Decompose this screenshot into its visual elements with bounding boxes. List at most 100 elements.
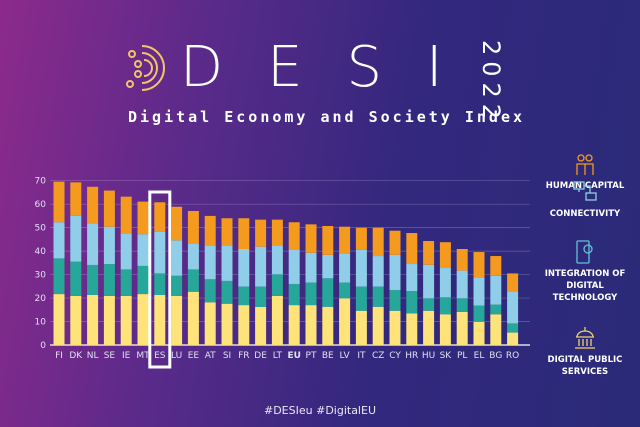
bar-segment [137, 234, 149, 266]
bar-segment [490, 304, 502, 315]
bar-segment [103, 226, 115, 265]
hashtags: #DESIeu #DigitalEU [264, 404, 376, 417]
bar-segment [423, 310, 435, 345]
legend-label: DIGITAL PUBLIC SERVICES [547, 355, 623, 377]
bar-segment [154, 273, 166, 296]
x-tick-label: CZ [372, 351, 384, 361]
x-tick-label: MT [136, 351, 150, 361]
bar-segment [255, 219, 267, 247]
bar-segment [507, 323, 519, 333]
bar-segment [221, 303, 233, 345]
bar-segment [53, 222, 65, 259]
bar-segment [120, 233, 132, 270]
bar-segment [154, 295, 166, 345]
x-tick-label: SK [440, 351, 453, 361]
bar-segment [322, 225, 334, 255]
bar-segment [406, 313, 418, 345]
bar-segment [456, 270, 468, 299]
bar-segment [389, 254, 401, 291]
bar-segment [187, 291, 199, 345]
bar-segment [439, 242, 451, 269]
x-tick-label: SE [104, 351, 116, 361]
y-tick-label: 50 [35, 224, 47, 234]
government-building-icon [575, 327, 595, 349]
bar-segment [372, 286, 384, 307]
bar-segment [120, 196, 132, 234]
bar-segment [389, 290, 401, 311]
bar-segment [439, 268, 451, 298]
bar-segment [221, 280, 233, 304]
bar-segment [87, 295, 99, 345]
bar-segment [154, 231, 166, 274]
x-tick-label: HU [422, 351, 435, 361]
bar-segment [187, 243, 199, 270]
bar-segment [204, 302, 216, 345]
bar-segment [490, 256, 502, 276]
bar-segment [137, 201, 149, 235]
legend-digital-public-services: DIGITAL PUBLIC SERVICES [535, 326, 635, 378]
x-tick-label: BG [489, 351, 502, 361]
bar-segment [288, 249, 300, 284]
bar-segment [490, 314, 502, 345]
subtitle: Digital Economy and Society Index [128, 108, 526, 126]
bar-segment [238, 286, 250, 306]
bar-segment [339, 282, 351, 299]
x-tick-label: DK [69, 351, 83, 361]
x-tick-label: PT [306, 351, 317, 361]
bar-segment [355, 286, 367, 311]
bar-segment [204, 215, 216, 246]
y-tick-label: 30 [35, 271, 47, 281]
bar-segment [322, 306, 334, 345]
bar-segment [53, 181, 65, 223]
bar-segment [456, 298, 468, 312]
bar-segment [238, 218, 250, 250]
bar-segment [406, 264, 418, 292]
x-tick-label: ES [154, 351, 166, 361]
x-tick-label: LU [171, 351, 182, 361]
bar-segment [238, 249, 250, 287]
x-tick-label: FR [238, 351, 249, 361]
bar-segment [53, 294, 65, 345]
bar-segment [507, 291, 519, 324]
bar-segment [271, 245, 283, 275]
x-tick-label: SI [223, 351, 231, 361]
y-tick-label: 60 [35, 200, 47, 210]
bar-segment [255, 306, 267, 345]
bar-segment [423, 241, 435, 265]
x-tick-label: IE [122, 351, 131, 361]
legend-label: CONNECTIVITY [549, 209, 621, 219]
bar-segment [473, 321, 485, 345]
bar-segment [372, 227, 384, 257]
bar-segment [171, 240, 183, 276]
bar-segment [154, 202, 166, 232]
bar-segment [305, 252, 317, 283]
desi-logo-icon [126, 45, 165, 91]
bar-segment [120, 295, 132, 345]
bar-segment [288, 222, 300, 250]
x-tick-label: IT [357, 351, 366, 361]
bar-segment [70, 182, 82, 216]
bar-segment [103, 190, 115, 227]
bar-segment [204, 245, 216, 280]
x-tick-label: NL [87, 351, 99, 361]
x-tick-label: HR [405, 351, 418, 361]
bar-segment [507, 332, 519, 345]
bar-segment [389, 310, 401, 345]
bar-segment [406, 233, 418, 265]
bar-segment [103, 295, 115, 345]
bar-segment [423, 298, 435, 311]
phone-gear-icon [576, 240, 593, 264]
highlight-box [148, 190, 172, 369]
bar-segment [305, 282, 317, 306]
x-tick-label: EU [287, 351, 300, 361]
bar-segment [439, 297, 451, 315]
bar-segment [137, 294, 149, 345]
bar-segment [355, 310, 367, 345]
bar-segment [171, 295, 183, 345]
bar-segment [171, 206, 183, 241]
bar-segment [103, 264, 115, 296]
x-tick-label: BE [322, 351, 334, 361]
bar-segment [473, 252, 485, 278]
y-tick-label: 10 [35, 318, 47, 328]
bar-segment [70, 295, 82, 345]
